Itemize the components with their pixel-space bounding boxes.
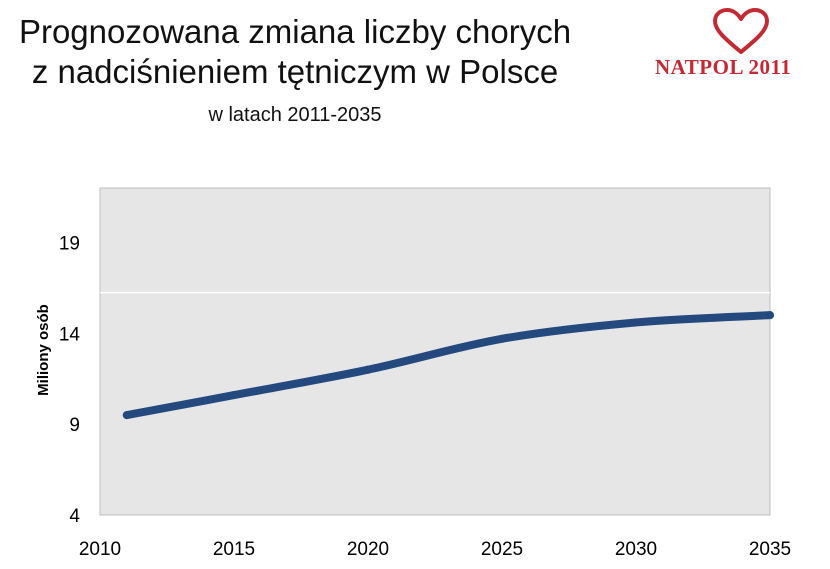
data-point bbox=[498, 334, 506, 343]
x-tick-label: 2015 bbox=[213, 539, 255, 560]
data-point bbox=[632, 318, 640, 327]
x-tick-label: 2020 bbox=[347, 539, 389, 560]
x-tick-label: 2030 bbox=[615, 539, 657, 560]
page-subtitle: w latach 2011-2035 bbox=[208, 104, 382, 126]
data-point bbox=[122, 411, 131, 420]
data-points bbox=[122, 311, 774, 420]
title-line-2: z nadciśnieniem tętniczym w Polsce bbox=[31, 53, 559, 90]
natpol-logo: NATPOL 2011 bbox=[655, 8, 830, 83]
y-tick-label: 9 bbox=[69, 415, 80, 436]
data-point bbox=[766, 311, 774, 320]
x-tick-label: 2035 bbox=[749, 539, 791, 560]
x-tick-label: 2025 bbox=[481, 539, 523, 560]
data-point bbox=[364, 365, 372, 374]
logo-text: NATPOL 2011 bbox=[655, 55, 792, 79]
data-point bbox=[230, 391, 238, 400]
y-tick-label: 19 bbox=[59, 234, 80, 255]
series-line bbox=[122, 311, 774, 420]
title-line-1: Prognozowana zmiana liczby chorych bbox=[18, 13, 572, 50]
heart-icon bbox=[713, 8, 769, 54]
y-axis-ticks: 4 9 14 19 bbox=[59, 234, 81, 528]
y-axis-label: Miliony osób bbox=[35, 304, 52, 396]
x-axis-ticks: 2010 2015 2020 2025 2030 2035 bbox=[79, 539, 791, 560]
page-title: Prognozowana zmiana liczby chorych z nad… bbox=[0, 12, 590, 92]
y-tick-label: 14 bbox=[59, 324, 81, 345]
x-tick-label: 2010 bbox=[79, 539, 121, 560]
y-tick-label: 4 bbox=[69, 506, 80, 527]
